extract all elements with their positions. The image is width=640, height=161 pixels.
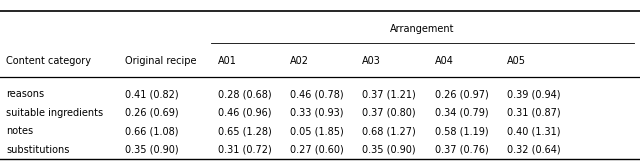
Text: 0.31 (0.72): 0.31 (0.72)	[218, 145, 271, 155]
Text: 0.41 (0.82): 0.41 (0.82)	[125, 89, 179, 99]
Text: Content category: Content category	[6, 56, 92, 66]
Text: A02: A02	[290, 56, 309, 66]
Text: 0.58 (1.19): 0.58 (1.19)	[435, 126, 488, 136]
Text: Arrangement: Arrangement	[390, 24, 454, 34]
Text: substitutions: substitutions	[6, 145, 70, 155]
Text: 0.28 (0.68): 0.28 (0.68)	[218, 89, 271, 99]
Text: 0.27 (0.60): 0.27 (0.60)	[290, 145, 344, 155]
Text: 0.31 (0.87): 0.31 (0.87)	[507, 108, 561, 118]
Text: 0.68 (1.27): 0.68 (1.27)	[362, 126, 416, 136]
Text: A01: A01	[218, 56, 236, 66]
Text: 0.40 (1.31): 0.40 (1.31)	[507, 126, 561, 136]
Text: reasons: reasons	[6, 89, 45, 99]
Text: 0.35 (0.90): 0.35 (0.90)	[125, 145, 179, 155]
Text: 0.05 (1.85): 0.05 (1.85)	[290, 126, 344, 136]
Text: suitable ingredients: suitable ingredients	[6, 108, 104, 118]
Text: 0.46 (0.78): 0.46 (0.78)	[290, 89, 344, 99]
Text: A04: A04	[435, 56, 453, 66]
Text: 0.39 (0.94): 0.39 (0.94)	[507, 89, 561, 99]
Text: 0.37 (0.80): 0.37 (0.80)	[362, 108, 416, 118]
Text: notes: notes	[6, 126, 33, 136]
Text: 0.26 (0.69): 0.26 (0.69)	[125, 108, 179, 118]
Text: Original recipe: Original recipe	[125, 56, 196, 66]
Text: 0.33 (0.93): 0.33 (0.93)	[290, 108, 344, 118]
Text: 0.26 (0.97): 0.26 (0.97)	[435, 89, 488, 99]
Text: 0.37 (0.76): 0.37 (0.76)	[435, 145, 488, 155]
Text: A03: A03	[362, 56, 381, 66]
Text: 0.37 (1.21): 0.37 (1.21)	[362, 89, 416, 99]
Text: 0.66 (1.08): 0.66 (1.08)	[125, 126, 179, 136]
Text: 0.32 (0.64): 0.32 (0.64)	[507, 145, 561, 155]
Text: 0.65 (1.28): 0.65 (1.28)	[218, 126, 271, 136]
Text: A05: A05	[507, 56, 526, 66]
Text: 0.34 (0.79): 0.34 (0.79)	[435, 108, 488, 118]
Text: 0.46 (0.96): 0.46 (0.96)	[218, 108, 271, 118]
Text: 0.35 (0.90): 0.35 (0.90)	[362, 145, 416, 155]
